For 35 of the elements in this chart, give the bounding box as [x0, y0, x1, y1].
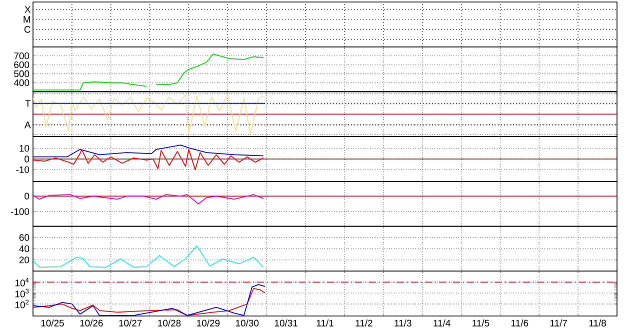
x-tick-label: 11/4 [434, 320, 450, 326]
y-tick-label: 60 [19, 234, 30, 241]
y-tick-label: 600 [14, 61, 30, 68]
text: M [24, 16, 30, 23]
x-tick-label: 10/25 [41, 320, 64, 326]
y-tick-label: 20 [19, 256, 30, 264]
ref-line-label: A [24, 122, 31, 128]
x-tick-label: 10/26 [80, 320, 103, 326]
x-tick-label: 11/3 [394, 320, 412, 326]
y-tick-label: 10$^{4}$ [15, 278, 29, 286]
x-tick-label: 10/30 [236, 320, 259, 326]
y-tick-label: 10$^{3}$ [15, 288, 29, 298]
text: C [24, 26, 30, 33]
x-tick-label: 11/5 [472, 320, 490, 326]
x-tick-label: 11/6 [512, 320, 528, 326]
y-tick-label: 0 [24, 192, 30, 200]
x-tick-label: 11/7 [550, 320, 567, 326]
x-tick-label: 10/27 [119, 320, 142, 326]
y-tick-label: -100 [10, 208, 30, 215]
x-tick-label: 11/1 [316, 320, 334, 326]
y-tick-label: 500 [14, 70, 30, 78]
y-tick-label: 10$^{2}$ [15, 300, 29, 308]
text: X [24, 6, 31, 13]
ref-line-label: T [25, 100, 31, 107]
x-tick-label: 11/2 [356, 320, 372, 326]
x-tick-label: 11/8 [589, 320, 606, 326]
y-tick-label: 40 [19, 245, 30, 252]
y-tick-label: 10 [20, 144, 30, 152]
x-tick-label: 10/31 [274, 320, 298, 326]
x-tick-label: 10/28 [158, 320, 181, 326]
y-tick-label: 700 [14, 52, 30, 60]
y-tick-label: 400 [14, 79, 30, 86]
y-tick-label: -10 [16, 166, 30, 174]
y-tick-label: 0 [24, 156, 30, 162]
x-tick-label: 10/29 [197, 320, 220, 326]
